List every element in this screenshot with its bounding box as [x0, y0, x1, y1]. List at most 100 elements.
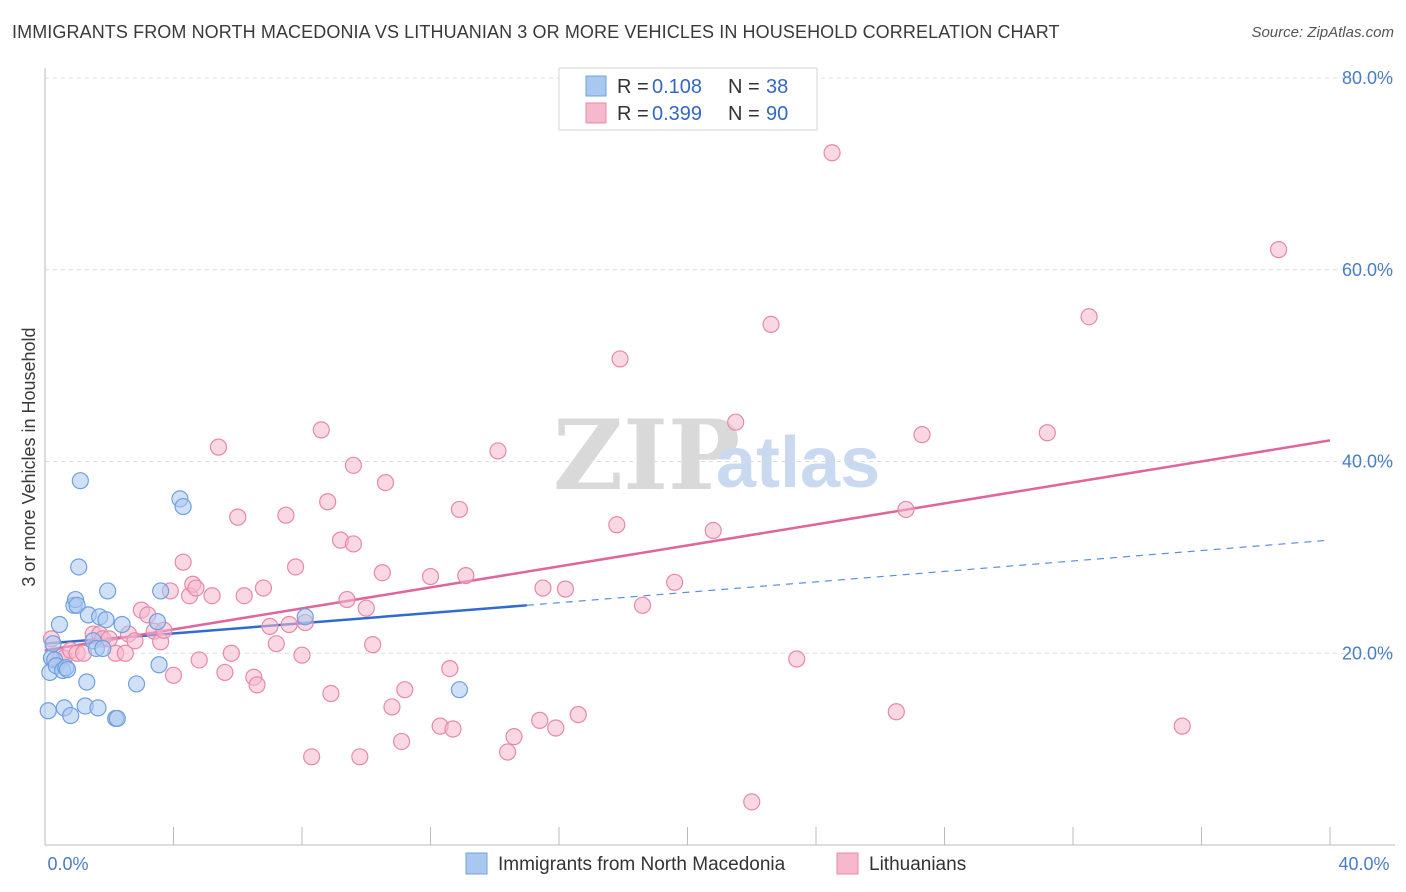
point-lithuanians — [788, 650, 806, 668]
bottom-legend-label-lithuanians: Lithuanians — [869, 854, 966, 875]
point-lithuanians — [441, 659, 459, 678]
legend-r-value-1: 0.108 — [652, 76, 702, 98]
point-lithuanians — [235, 587, 253, 605]
legend-r-label-1: R = — [617, 76, 649, 98]
point-lithuanians — [376, 473, 395, 492]
point-lithuanians — [608, 516, 626, 534]
point-lithuanians — [569, 706, 587, 724]
bottom-legend-label-macedonia: Immigrants from North Macedonia — [498, 854, 786, 875]
point-lithuanians — [457, 566, 475, 585]
point-lithuanians — [1173, 717, 1191, 735]
point-macedonia — [70, 558, 88, 576]
legend-n-value-1: 38 — [766, 76, 788, 98]
point-lithuanians — [743, 793, 761, 811]
point-macedonia — [78, 673, 96, 691]
point-lithuanians — [164, 666, 183, 684]
grid-lines — [45, 77, 1395, 654]
point-macedonia — [39, 702, 57, 720]
point-lithuanians — [633, 596, 652, 614]
bottom-legend-swatch-macedonia — [465, 852, 488, 875]
point-macedonia — [113, 615, 131, 634]
point-lithuanians — [762, 315, 780, 333]
point-lithuanians — [823, 144, 841, 162]
legend-r-value-2: 0.399 — [652, 103, 702, 125]
chart-title: IMMIGRANTS FROM NORTH MACEDONIA VS LITHU… — [12, 22, 1060, 42]
point-lithuanians — [421, 567, 440, 586]
point-macedonia — [58, 660, 77, 679]
watermark-atlas: atlas — [716, 423, 880, 503]
point-lithuanians — [277, 506, 295, 524]
point-lithuanians — [319, 493, 337, 511]
point-macedonia — [450, 681, 469, 699]
point-lithuanians — [351, 748, 369, 766]
data-points — [39, 144, 1288, 811]
point-lithuanians — [444, 720, 462, 738]
point-lithuanians — [261, 617, 279, 636]
legend-swatch-lithuanians — [585, 102, 607, 124]
watermark-zip: ZIP — [553, 399, 740, 512]
point-lithuanians — [534, 579, 552, 597]
point-lithuanians — [216, 663, 234, 682]
point-lithuanians — [1038, 424, 1056, 442]
point-lithuanians — [222, 644, 240, 662]
point-lithuanians — [322, 684, 340, 703]
point-lithuanians — [897, 500, 915, 519]
point-macedonia — [94, 639, 112, 658]
point-macedonia — [50, 615, 69, 634]
point-lithuanians — [174, 553, 192, 571]
point-macedonia — [44, 635, 62, 653]
point-lithuanians — [280, 615, 298, 634]
point-lithuanians — [450, 500, 469, 519]
y-tick-label: 60.0% — [1342, 260, 1393, 280]
y-tick-label: 20.0% — [1342, 643, 1393, 663]
point-lithuanians — [286, 558, 305, 576]
legend-swatch-macedonia — [585, 75, 607, 97]
y-axis-label: 3 or more Vehicles in Household — [19, 327, 39, 586]
y-tick-label: 40.0% — [1342, 452, 1393, 472]
point-lithuanians — [303, 748, 321, 766]
point-lithuanians — [209, 438, 228, 456]
point-lithuanians — [505, 728, 523, 746]
point-macedonia — [89, 699, 107, 717]
point-lithuanians — [1080, 308, 1098, 326]
legend-n-value-2: 90 — [766, 103, 788, 125]
x-tick-label-min: 0.0% — [47, 854, 88, 874]
x-tick-label-max: 40.0% — [1338, 854, 1389, 874]
point-lithuanians — [338, 590, 356, 609]
point-lithuanians — [364, 636, 382, 654]
point-lithuanians — [344, 456, 362, 474]
point-lithuanians — [267, 635, 285, 653]
point-lithuanians — [254, 579, 273, 597]
point-lithuanians — [913, 426, 931, 444]
y-tick-labels: 20.0% 40.0% 60.0% 80.0% — [1342, 68, 1393, 663]
point-lithuanians — [547, 719, 565, 737]
point-lithuanians — [704, 521, 722, 540]
point-lithuanians — [489, 442, 507, 460]
point-lithuanians — [373, 564, 391, 582]
point-lithuanians — [312, 421, 330, 439]
point-lithuanians — [887, 703, 905, 721]
point-lithuanians — [1269, 241, 1288, 259]
series-legend: Immigrants from North Macedonia Lithuani… — [465, 852, 966, 875]
point-macedonia — [97, 611, 115, 629]
y-tick-label: 80.0% — [1342, 68, 1393, 88]
legend-n-label-2: N = — [728, 103, 760, 125]
axes — [44, 68, 1395, 846]
point-macedonia — [68, 596, 86, 614]
point-lithuanians — [383, 698, 401, 716]
trend-line-lithuanians — [44, 439, 1331, 652]
point-lithuanians — [203, 587, 221, 605]
point-lithuanians — [190, 651, 208, 669]
point-lithuanians — [611, 350, 629, 368]
point-lithuanians — [229, 508, 247, 526]
point-macedonia — [150, 656, 168, 674]
point-macedonia — [152, 582, 170, 600]
point-lithuanians — [499, 743, 517, 761]
point-lithuanians — [344, 535, 362, 553]
point-macedonia — [127, 675, 146, 693]
point-lithuanians — [666, 573, 684, 591]
point-lithuanians — [357, 599, 375, 617]
point-lithuanians — [392, 732, 411, 751]
point-lithuanians — [396, 681, 414, 699]
